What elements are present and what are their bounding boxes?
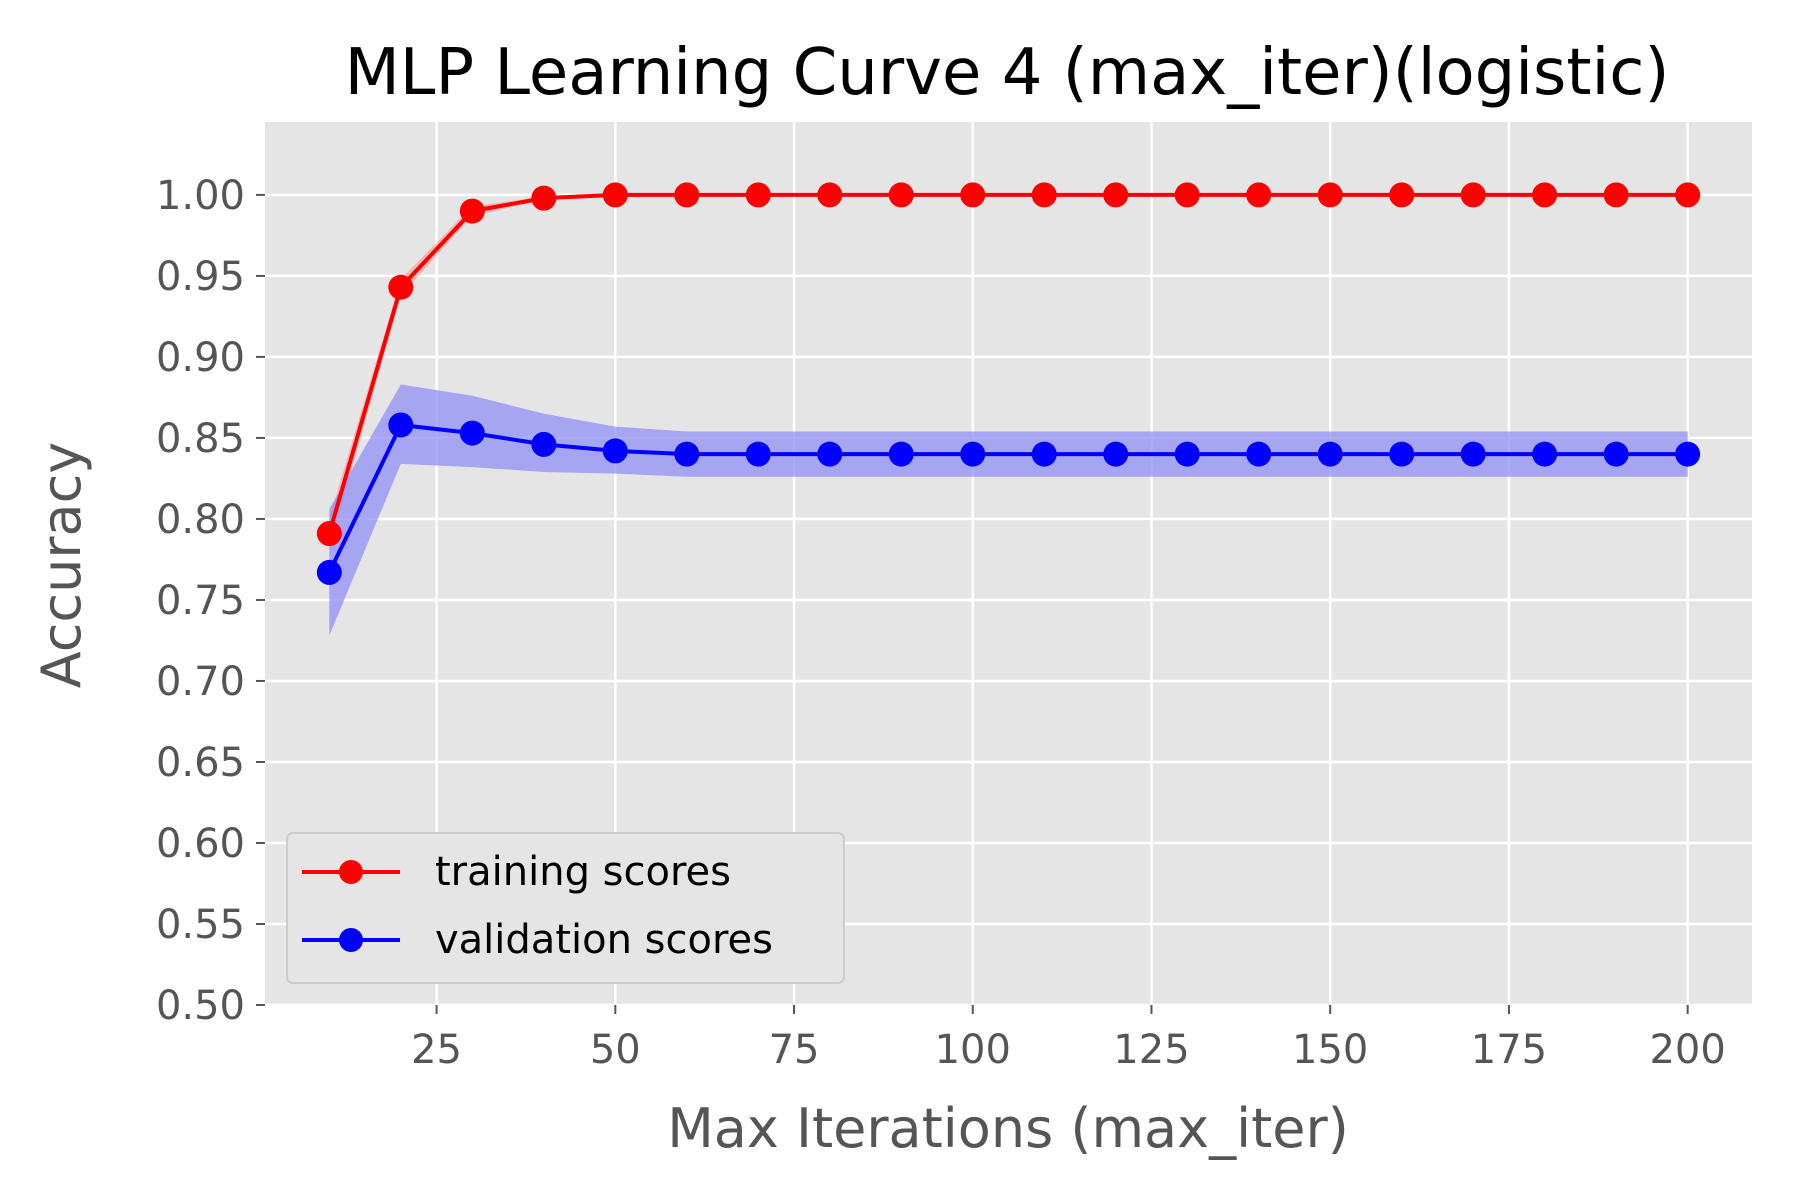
chart-title: MLP Learning Curve 4 (max_iter)(logistic… [345,36,1670,110]
x-tick-label: 50 [590,1027,641,1073]
legend-label-training: training scores [435,849,731,895]
validation-scores-point [1246,441,1272,467]
training-scores-point [531,185,557,211]
validation-scores-point [531,431,557,457]
training-scores-point [1389,182,1415,208]
training-scores-point [817,182,843,208]
training-scores-point [1460,182,1486,208]
x-tick-label: 125 [1113,1027,1189,1073]
x-tick-label: 25 [411,1027,462,1073]
validation-scores-band [329,384,1688,636]
validation-scores-point [1174,441,1200,467]
validation-scores-point [1460,441,1486,467]
training-scores-point [1675,182,1701,208]
y-tick-label: 0.65 [156,740,245,786]
x-axis-label: Max Iterations (max_iter) [667,1097,1349,1160]
training-scores-point [1031,182,1057,208]
x-axis-ticks: 25 50 75 100 125 150 175 200 [411,1005,1726,1073]
validation-scores-point [960,441,986,467]
training-scores-point [602,182,628,208]
legend-label-validation: validation scores [435,917,773,963]
series-points [316,182,1701,585]
validation-scores-point [888,441,914,467]
validation-scores-point [1389,441,1415,467]
validation-scores-point [1603,441,1629,467]
validation-scores-point [459,420,485,446]
y-tick-label: 0.95 [156,254,245,300]
x-tick-label: 100 [935,1027,1011,1073]
training-scores-point [1103,182,1129,208]
training-scores-point [1603,182,1629,208]
y-tick-label: 0.55 [156,902,245,948]
validation-scores-point [817,441,843,467]
legend-marker-validation [339,928,363,952]
x-tick-label: 175 [1471,1027,1547,1073]
training-scores-point [459,198,485,224]
x-tick-label: 200 [1649,1027,1725,1073]
training-scores-point [1246,182,1272,208]
y-tick-label: 0.70 [156,659,245,705]
y-tick-label: 0.60 [156,821,245,867]
legend-marker-training [339,860,363,884]
legend: training scores validation scores [286,832,845,984]
training-scores-point [960,182,986,208]
training-scores-point [674,182,700,208]
legend-box [286,832,845,984]
y-axis-label: Accuracy [30,442,93,689]
training-scores-point [316,521,342,547]
y-axis-ticks: 0.50 0.55 0.60 0.65 0.70 0.75 0.80 0.85 0.90 0.95… [156,173,265,1029]
y-tick-label: 1.00 [156,173,245,219]
y-tick-label: 0.85 [156,416,245,462]
y-tick-label: 0.80 [156,497,245,543]
y-tick-label: 0.50 [156,983,245,1029]
validation-scores-point [1532,441,1558,467]
y-tick-label: 0.90 [156,335,245,381]
validation-scores-point [1675,441,1701,467]
validation-scores-point [388,412,414,438]
validation-scores-point [602,438,628,464]
validation-scores-point [1103,441,1129,467]
validation-scores-point [674,441,700,467]
training-scores-point [388,274,414,300]
validation-scores-point [745,441,771,467]
x-tick-label: 150 [1292,1027,1368,1073]
y-tick-label: 0.75 [156,578,245,624]
validation-scores-point [316,559,342,585]
training-scores-point [745,182,771,208]
training-scores-point [1174,182,1200,208]
training-scores-point [1317,182,1343,208]
score-bands [329,194,1688,636]
validation-scores-point [1031,441,1057,467]
x-tick-label: 75 [769,1027,820,1073]
training-scores-point [1532,182,1558,208]
training-scores-point [888,182,914,208]
validation-scores-point [1317,441,1343,467]
